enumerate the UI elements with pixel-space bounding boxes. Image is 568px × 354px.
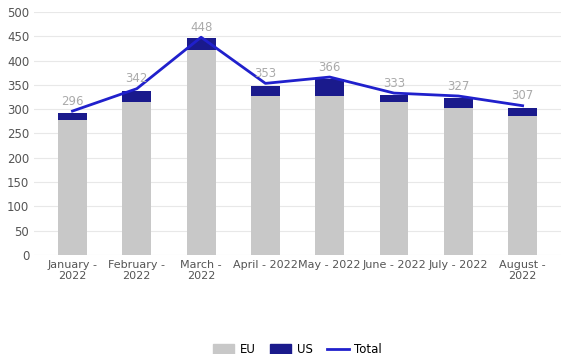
Bar	[444, 98, 473, 108]
Bar	[58, 120, 87, 255]
Bar	[58, 114, 87, 120]
Text: 296: 296	[61, 95, 83, 108]
Bar	[122, 91, 151, 102]
Text: 366: 366	[319, 61, 341, 74]
Bar	[251, 86, 280, 96]
Text: 333: 333	[383, 77, 405, 90]
Bar	[187, 50, 216, 255]
Bar	[251, 96, 280, 255]
Bar	[444, 108, 473, 255]
Bar	[508, 116, 537, 255]
Bar	[315, 79, 344, 96]
Text: 353: 353	[254, 67, 277, 80]
Legend: EU, US, Total: EU, US, Total	[208, 338, 387, 354]
Bar	[122, 102, 151, 255]
Text: 307: 307	[512, 89, 534, 102]
Bar	[379, 95, 408, 102]
Text: 448: 448	[190, 21, 212, 34]
Text: 327: 327	[447, 80, 470, 93]
Bar	[379, 102, 408, 255]
Bar	[187, 38, 216, 50]
Text: 342: 342	[126, 72, 148, 85]
Bar	[508, 108, 537, 116]
Bar	[315, 96, 344, 255]
